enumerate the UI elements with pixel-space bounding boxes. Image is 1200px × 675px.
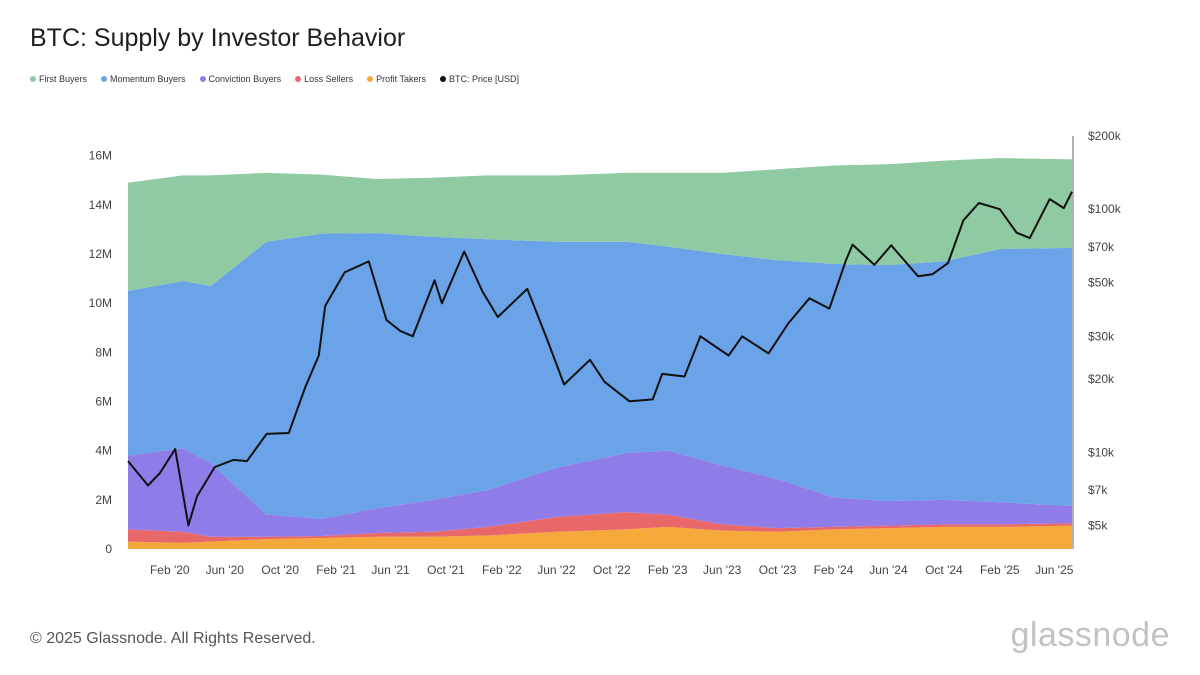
x-tick-label: Feb '25: [980, 563, 1020, 577]
y-left-tick-label: 0: [105, 542, 112, 556]
x-tick-label: Feb '23: [648, 563, 688, 577]
legend-dot: [295, 76, 302, 82]
legend-item-btc-price-usd: BTC: Price [USD]: [439, 74, 519, 84]
legend-dot: [101, 76, 108, 82]
x-tick-label: Jun '20: [206, 563, 245, 577]
area-conviction-buyers: [128, 448, 1072, 537]
x-tick-label: Oct '20: [261, 563, 299, 577]
legend-item-loss-sellers: Loss Sellers: [295, 74, 353, 84]
legend-item-momentum-buyers: Momentum Buyers: [101, 74, 186, 84]
area-profit-takers: [128, 525, 1072, 549]
legend-dot: [30, 76, 36, 82]
legend-label: Loss Sellers: [304, 74, 354, 84]
x-tick-label: Oct '21: [427, 563, 465, 577]
y-right-tick-label: $20k: [1088, 372, 1115, 386]
x-tick-label: Feb '21: [316, 563, 356, 577]
x-tick-label: Oct '23: [759, 563, 797, 577]
y-right-tick-label: $100k: [1088, 202, 1122, 216]
y-left-tick-label: 10M: [89, 296, 112, 310]
area-first-buyers: [128, 158, 1072, 291]
legend-label: BTC: Price [USD]: [448, 74, 519, 84]
y-left-tick-label: 16M: [89, 149, 112, 163]
y-right-tick-label: $70k: [1088, 240, 1115, 254]
y-right-tick-label: $10k: [1088, 445, 1115, 459]
price-line: [127, 191, 1073, 527]
legend-dot: [367, 76, 374, 82]
glassnode-logo: glassnode: [1010, 616, 1170, 654]
y-left-tick-label: 4M: [95, 444, 112, 458]
legend-dot: [199, 76, 206, 82]
copyright-text: © 2025 Glassnode. All Rights Reserved.: [30, 630, 316, 647]
y-left-tick-label: 14M: [89, 198, 112, 212]
y-right-tick-label: $200k: [1088, 129, 1122, 143]
x-tick-label: Jun '25: [1035, 563, 1074, 577]
y-right-tick-label: $7k: [1088, 483, 1108, 497]
x-tick-label: Jun '22: [537, 563, 576, 577]
x-tick-label: Feb '24: [814, 563, 854, 577]
x-tick-label: Oct '24: [925, 563, 963, 577]
y-left-tick-label: 8M: [95, 345, 112, 359]
y-left-tick-label: 2M: [95, 493, 112, 507]
legend-label: First Buyers: [39, 74, 88, 84]
y-right-tick-label: $50k: [1088, 275, 1115, 289]
y-right-tick-label: $30k: [1088, 329, 1115, 343]
chart-legend: First Buyers Momentum Buyers Conviction Bu…: [30, 74, 533, 84]
x-tick-label: Feb '22: [482, 563, 522, 577]
legend-label: Conviction Buyers: [208, 74, 282, 84]
legend-label: Momentum Buyers: [110, 74, 186, 84]
y-left-tick-label: 12M: [89, 247, 112, 261]
x-tick-label: Jun '21: [371, 563, 410, 577]
legend-item-conviction-buyers: Conviction Buyers: [199, 74, 282, 84]
chart-title: BTC: Supply by Investor Behavior: [30, 24, 406, 52]
area-loss-sellers: [128, 512, 1072, 543]
x-tick-label: Jun '23: [703, 563, 742, 577]
legend-item-first-buyers: First Buyers: [30, 74, 87, 84]
y-left-tick-label: 6M: [95, 395, 112, 409]
legend-item-profit-takers: Profit Takers: [367, 74, 426, 84]
y-right-tick-label: $5k: [1088, 518, 1108, 532]
x-tick-label: Feb '20: [150, 563, 190, 577]
x-tick-label: Jun '24: [869, 563, 908, 577]
legend-dot: [439, 76, 446, 82]
x-tick-label: Oct '22: [593, 563, 631, 577]
legend-label: Profit Takers: [376, 74, 426, 84]
